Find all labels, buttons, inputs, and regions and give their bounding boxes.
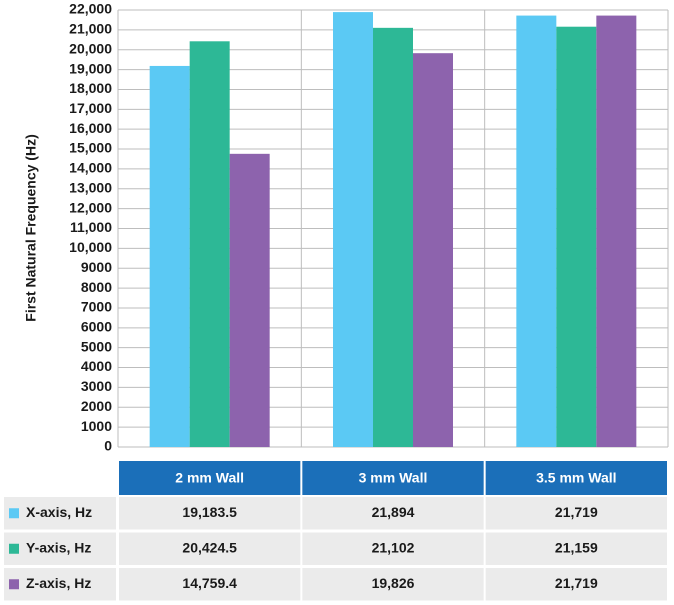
table-value: 21,102 <box>372 539 415 555</box>
y-tick-label: 8000 <box>81 279 112 295</box>
table-cell <box>302 497 484 530</box>
table-row-label-cell <box>4 497 116 530</box>
y-tick-label: 11,000 <box>70 219 112 235</box>
y-tick-label: 12,000 <box>69 199 112 215</box>
table-cell <box>485 568 667 601</box>
table-header-label: 3.5 mm Wall <box>536 470 616 486</box>
bar <box>413 53 453 448</box>
legend-swatch <box>9 579 19 590</box>
legend-label: Y-axis, Hz <box>26 539 91 555</box>
table-cell <box>485 497 667 530</box>
y-tick-label: 16,000 <box>69 120 112 136</box>
y-tick-label: 20,000 <box>69 40 112 56</box>
y-tick-label: 14,000 <box>69 160 112 176</box>
y-tick-label: 5000 <box>81 338 112 354</box>
y-tick-label: 17,000 <box>69 100 112 116</box>
bar <box>373 27 413 447</box>
table-cell <box>119 497 301 530</box>
y-tick-label: 22,000 <box>69 1 112 17</box>
legend-label: X-axis, Hz <box>26 504 92 520</box>
table-header-cell <box>119 461 301 495</box>
table-header-cell <box>485 461 667 495</box>
y-tick-label: 15,000 <box>69 140 112 156</box>
bar <box>516 15 557 447</box>
y-tick-label: 18,000 <box>69 80 112 96</box>
table-cell <box>485 532 667 565</box>
table-value: 21,719 <box>555 504 598 520</box>
y-tick-label: 6000 <box>81 319 112 335</box>
y-tick-label: 1000 <box>81 418 112 434</box>
legend-swatch <box>9 508 19 519</box>
legend-label: Z-axis, Hz <box>26 575 91 591</box>
bar <box>556 26 597 447</box>
table-value: 19,826 <box>372 575 415 591</box>
y-tick-label: 2000 <box>81 398 112 414</box>
y-tick-label: 9000 <box>81 259 112 275</box>
y-tick-label: 0 <box>104 438 112 454</box>
bar <box>149 65 190 448</box>
table-header-label: 2 mm Wall <box>175 470 244 486</box>
bar <box>333 12 373 448</box>
bar <box>229 153 270 447</box>
bar <box>189 41 230 447</box>
y-tick-label: 13,000 <box>69 179 112 195</box>
y-tick-label: 10,000 <box>69 239 112 255</box>
table-row-label-cell <box>4 568 116 601</box>
table-value: 19,183.5 <box>182 504 237 520</box>
bar <box>596 15 637 447</box>
y-axis-title: First Natural Frequency (Hz) <box>23 134 39 321</box>
table-row-label-cell <box>4 532 116 565</box>
y-tick-label: 4000 <box>81 358 112 374</box>
table-header-label: 3 mm Wall <box>359 470 428 486</box>
y-tick-label: 3000 <box>81 378 112 394</box>
y-tick-label: 19,000 <box>69 60 112 76</box>
table-cell <box>302 568 484 601</box>
table-cell <box>302 532 484 565</box>
y-tick-label: 21,000 <box>69 21 112 37</box>
table-value: 21,159 <box>555 539 598 555</box>
y-tick-label: 7000 <box>81 299 112 315</box>
table-value: 21,719 <box>555 575 598 591</box>
table-value: 21,894 <box>372 504 415 520</box>
table-cell <box>119 532 301 565</box>
table-value: 20,424.5 <box>182 539 237 555</box>
table-value: 14,759.4 <box>182 575 237 591</box>
legend-swatch <box>9 543 19 554</box>
table-header-cell <box>302 461 484 495</box>
table-cell <box>119 568 301 601</box>
